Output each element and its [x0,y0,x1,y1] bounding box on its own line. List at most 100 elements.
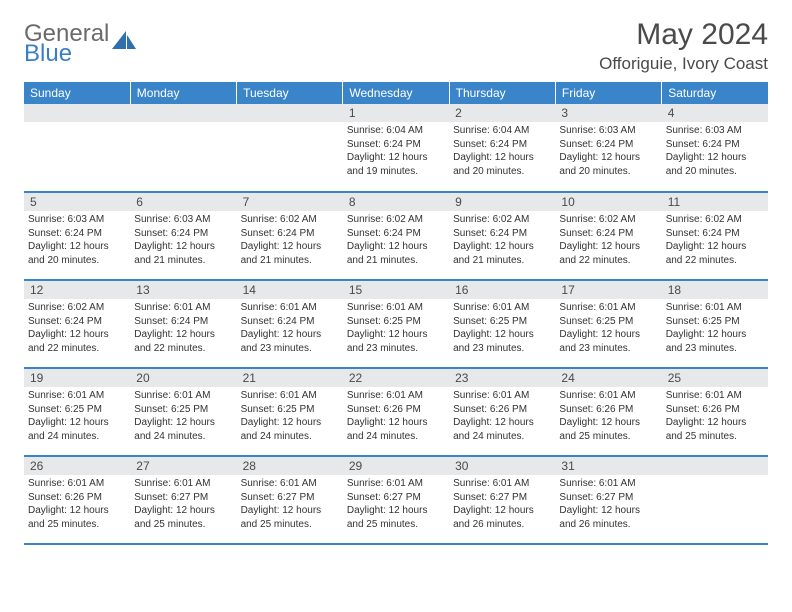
calendar-cell: 3Sunrise: 6:03 AMSunset: 6:24 PMDaylight… [555,104,661,192]
day-details: Sunrise: 6:04 AMSunset: 6:24 PMDaylight:… [449,122,555,180]
month-title: May 2024 [599,18,768,52]
calendar-row: 19Sunrise: 6:01 AMSunset: 6:25 PMDayligh… [24,368,768,456]
calendar-cell: 12Sunrise: 6:02 AMSunset: 6:24 PMDayligh… [24,280,130,368]
day-header: Saturday [662,82,768,104]
calendar-cell: 29Sunrise: 6:01 AMSunset: 6:27 PMDayligh… [343,456,449,544]
calendar-cell: 30Sunrise: 6:01 AMSunset: 6:27 PMDayligh… [449,456,555,544]
calendar-cell: 1Sunrise: 6:04 AMSunset: 6:24 PMDaylight… [343,104,449,192]
calendar-cell [237,104,343,192]
day-number: 13 [130,281,236,299]
day-header: Wednesday [343,82,449,104]
day-number: 21 [237,369,343,387]
day-details: Sunrise: 6:01 AMSunset: 6:25 PMDaylight:… [24,387,130,445]
day-details: Sunrise: 6:01 AMSunset: 6:26 PMDaylight:… [449,387,555,445]
day-details: Sunrise: 6:02 AMSunset: 6:24 PMDaylight:… [449,211,555,269]
day-details: Sunrise: 6:01 AMSunset: 6:25 PMDaylight:… [237,387,343,445]
day-details: Sunrise: 6:01 AMSunset: 6:26 PMDaylight:… [343,387,449,445]
day-number-empty [662,457,768,475]
calendar-cell: 14Sunrise: 6:01 AMSunset: 6:24 PMDayligh… [237,280,343,368]
day-details: Sunrise: 6:01 AMSunset: 6:26 PMDaylight:… [24,475,130,533]
calendar-cell: 7Sunrise: 6:02 AMSunset: 6:24 PMDaylight… [237,192,343,280]
day-details: Sunrise: 6:04 AMSunset: 6:24 PMDaylight:… [343,122,449,180]
day-details: Sunrise: 6:01 AMSunset: 6:27 PMDaylight:… [237,475,343,533]
calendar-cell: 11Sunrise: 6:02 AMSunset: 6:24 PMDayligh… [662,192,768,280]
calendar-cell: 28Sunrise: 6:01 AMSunset: 6:27 PMDayligh… [237,456,343,544]
title-block: May 2024 Offoriguie, Ivory Coast [599,18,768,74]
day-details: Sunrise: 6:01 AMSunset: 6:25 PMDaylight:… [343,299,449,357]
day-number: 11 [662,193,768,211]
day-number: 20 [130,369,236,387]
day-details: Sunrise: 6:01 AMSunset: 6:27 PMDaylight:… [555,475,661,533]
day-number: 31 [555,457,661,475]
day-details: Sunrise: 6:01 AMSunset: 6:27 PMDaylight:… [343,475,449,533]
calendar-cell: 21Sunrise: 6:01 AMSunset: 6:25 PMDayligh… [237,368,343,456]
header: General Blue May 2024 Offoriguie, Ivory … [24,18,768,74]
day-number-empty [24,104,130,122]
calendar-row: 12Sunrise: 6:02 AMSunset: 6:24 PMDayligh… [24,280,768,368]
calendar-cell: 24Sunrise: 6:01 AMSunset: 6:26 PMDayligh… [555,368,661,456]
calendar-cell: 26Sunrise: 6:01 AMSunset: 6:26 PMDayligh… [24,456,130,544]
day-number: 4 [662,104,768,122]
day-details: Sunrise: 6:02 AMSunset: 6:24 PMDaylight:… [343,211,449,269]
day-details: Sunrise: 6:02 AMSunset: 6:24 PMDaylight:… [555,211,661,269]
calendar-body: 1Sunrise: 6:04 AMSunset: 6:24 PMDaylight… [24,104,768,544]
day-details: Sunrise: 6:01 AMSunset: 6:25 PMDaylight:… [662,299,768,357]
day-number: 9 [449,193,555,211]
day-number: 10 [555,193,661,211]
day-number: 23 [449,369,555,387]
day-details: Sunrise: 6:03 AMSunset: 6:24 PMDaylight:… [555,122,661,180]
calendar-cell: 16Sunrise: 6:01 AMSunset: 6:25 PMDayligh… [449,280,555,368]
calendar-cell: 22Sunrise: 6:01 AMSunset: 6:26 PMDayligh… [343,368,449,456]
calendar-cell: 20Sunrise: 6:01 AMSunset: 6:25 PMDayligh… [130,368,236,456]
calendar-cell: 10Sunrise: 6:02 AMSunset: 6:24 PMDayligh… [555,192,661,280]
day-number: 24 [555,369,661,387]
calendar-cell: 6Sunrise: 6:03 AMSunset: 6:24 PMDaylight… [130,192,236,280]
day-number: 7 [237,193,343,211]
calendar-row: 26Sunrise: 6:01 AMSunset: 6:26 PMDayligh… [24,456,768,544]
day-number: 6 [130,193,236,211]
day-number: 14 [237,281,343,299]
day-details: Sunrise: 6:02 AMSunset: 6:24 PMDaylight:… [237,211,343,269]
day-number: 18 [662,281,768,299]
calendar-cell [662,456,768,544]
calendar-table: SundayMondayTuesdayWednesdayThursdayFrid… [24,82,768,545]
day-details: Sunrise: 6:01 AMSunset: 6:26 PMDaylight:… [662,387,768,445]
day-header: Thursday [449,82,555,104]
sail-icon [112,31,138,60]
brand-text: General Blue [24,22,109,66]
day-number: 25 [662,369,768,387]
day-details: Sunrise: 6:03 AMSunset: 6:24 PMDaylight:… [662,122,768,180]
calendar-cell: 27Sunrise: 6:01 AMSunset: 6:27 PMDayligh… [130,456,236,544]
day-number: 1 [343,104,449,122]
calendar-row: 1Sunrise: 6:04 AMSunset: 6:24 PMDaylight… [24,104,768,192]
day-details: Sunrise: 6:01 AMSunset: 6:24 PMDaylight:… [237,299,343,357]
day-header-row: SundayMondayTuesdayWednesdayThursdayFrid… [24,82,768,104]
day-details: Sunrise: 6:02 AMSunset: 6:24 PMDaylight:… [24,299,130,357]
day-number: 3 [555,104,661,122]
day-details: Sunrise: 6:03 AMSunset: 6:24 PMDaylight:… [130,211,236,269]
calendar-cell: 9Sunrise: 6:02 AMSunset: 6:24 PMDaylight… [449,192,555,280]
calendar-cell: 15Sunrise: 6:01 AMSunset: 6:25 PMDayligh… [343,280,449,368]
calendar-cell [24,104,130,192]
day-header: Tuesday [237,82,343,104]
day-number: 28 [237,457,343,475]
day-details: Sunrise: 6:01 AMSunset: 6:24 PMDaylight:… [130,299,236,357]
day-number: 15 [343,281,449,299]
day-number: 12 [24,281,130,299]
day-details: Sunrise: 6:01 AMSunset: 6:27 PMDaylight:… [449,475,555,533]
calendar-row: 5Sunrise: 6:03 AMSunset: 6:24 PMDaylight… [24,192,768,280]
day-details: Sunrise: 6:01 AMSunset: 6:27 PMDaylight:… [130,475,236,533]
day-number-empty [237,104,343,122]
calendar-cell: 5Sunrise: 6:03 AMSunset: 6:24 PMDaylight… [24,192,130,280]
calendar-cell: 4Sunrise: 6:03 AMSunset: 6:24 PMDaylight… [662,104,768,192]
day-number: 22 [343,369,449,387]
day-number: 8 [343,193,449,211]
calendar-cell [130,104,236,192]
day-details: Sunrise: 6:03 AMSunset: 6:24 PMDaylight:… [24,211,130,269]
day-details: Sunrise: 6:01 AMSunset: 6:25 PMDaylight:… [130,387,236,445]
day-details: Sunrise: 6:02 AMSunset: 6:24 PMDaylight:… [662,211,768,269]
day-number-empty [130,104,236,122]
calendar-cell: 19Sunrise: 6:01 AMSunset: 6:25 PMDayligh… [24,368,130,456]
calendar-cell: 17Sunrise: 6:01 AMSunset: 6:25 PMDayligh… [555,280,661,368]
day-number: 29 [343,457,449,475]
